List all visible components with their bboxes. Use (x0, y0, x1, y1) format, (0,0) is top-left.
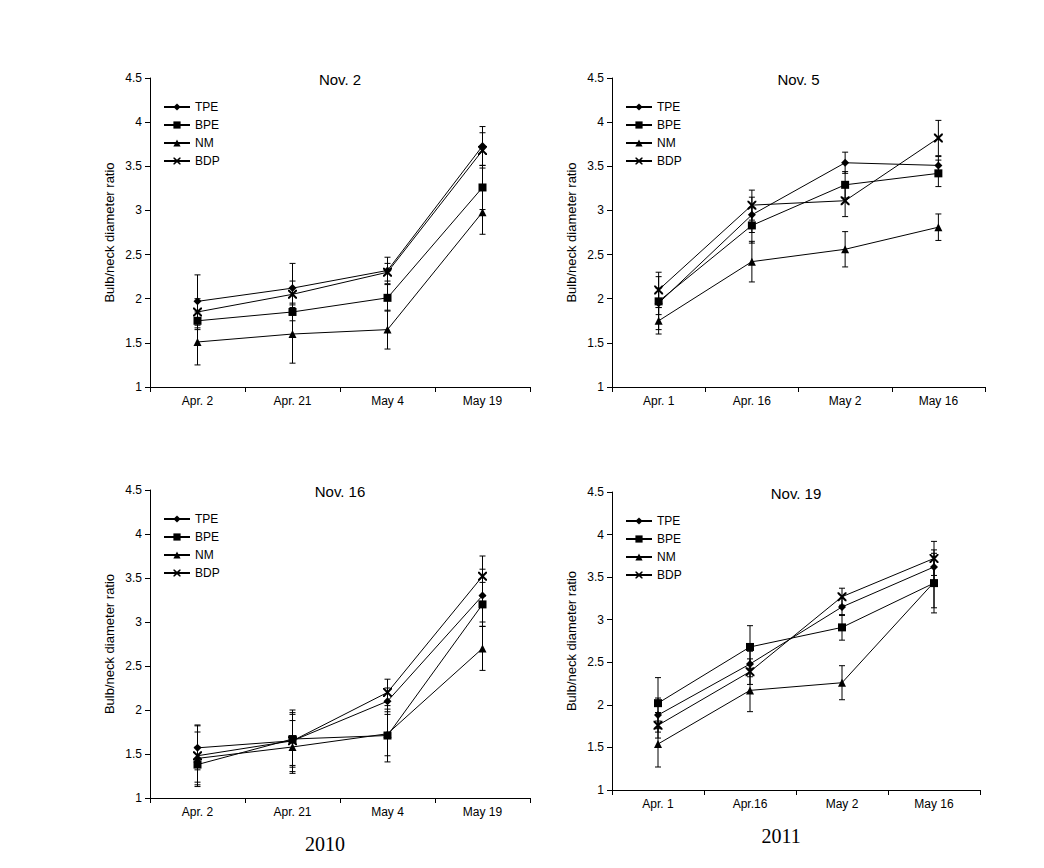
svg-text:May 4: May 4 (371, 394, 404, 408)
svg-text:2: 2 (135, 292, 142, 306)
svg-text:3: 3 (135, 615, 142, 629)
svg-text:Apr.16: Apr.16 (733, 797, 768, 811)
svg-text:4.5: 4.5 (125, 483, 142, 497)
svg-text:1: 1 (597, 380, 604, 394)
svg-text:Bulb/neck diameter ratio: Bulb/neck diameter ratio (102, 162, 117, 302)
svg-text:1: 1 (135, 791, 142, 805)
svg-text:3.5: 3.5 (125, 159, 142, 173)
svg-text:Nov. 2: Nov. 2 (319, 71, 361, 88)
svg-text:2.5: 2.5 (587, 248, 604, 262)
svg-text:NM: NM (195, 136, 214, 150)
svg-text:NM: NM (657, 550, 676, 564)
svg-text:4.5: 4.5 (125, 71, 142, 85)
svg-text:TPE: TPE (195, 512, 218, 526)
svg-text:2: 2 (597, 292, 604, 306)
svg-text:2010: 2010 (305, 833, 345, 855)
svg-text:Apr. 2: Apr. 2 (182, 394, 214, 408)
svg-text:1.5: 1.5 (125, 336, 142, 350)
svg-text:BPE: BPE (657, 118, 681, 132)
svg-text:Apr. 16: Apr. 16 (733, 394, 771, 408)
svg-text:4: 4 (135, 527, 142, 541)
svg-text:May 19: May 19 (463, 805, 503, 819)
svg-text:Apr. 2: Apr. 2 (182, 805, 214, 819)
svg-text:BPE: BPE (657, 532, 681, 546)
svg-text:1.5: 1.5 (125, 747, 142, 761)
svg-text:Bulb/neck diameter ratio: Bulb/neck diameter ratio (102, 574, 117, 714)
svg-text:Apr. 1: Apr. 1 (643, 394, 675, 408)
svg-text:BPE: BPE (195, 530, 219, 544)
svg-text:4: 4 (135, 115, 142, 129)
svg-text:May 2: May 2 (826, 797, 859, 811)
svg-text:3: 3 (597, 203, 604, 217)
svg-text:4: 4 (597, 528, 604, 542)
svg-text:NM: NM (657, 136, 676, 150)
svg-text:BDP: BDP (195, 154, 220, 168)
svg-text:3: 3 (135, 203, 142, 217)
svg-text:1.5: 1.5 (587, 740, 604, 754)
svg-text:TPE: TPE (657, 100, 680, 114)
svg-text:Apr. 1: Apr. 1 (642, 797, 674, 811)
svg-text:NM: NM (195, 548, 214, 562)
svg-text:TPE: TPE (195, 100, 218, 114)
svg-text:BPE: BPE (195, 118, 219, 132)
svg-text:2: 2 (135, 703, 142, 717)
svg-text:Nov. 16: Nov. 16 (315, 483, 366, 500)
svg-text:May 2: May 2 (829, 394, 862, 408)
svg-text:Nov. 5: Nov. 5 (777, 71, 819, 88)
svg-text:May 4: May 4 (371, 805, 404, 819)
svg-text:2.5: 2.5 (125, 248, 142, 262)
svg-text:BDP: BDP (657, 568, 682, 582)
svg-text:Bulb/neck diameter ratio: Bulb/neck diameter ratio (564, 571, 579, 711)
svg-text:1: 1 (135, 380, 142, 394)
svg-text:1: 1 (597, 783, 604, 797)
svg-text:3.5: 3.5 (587, 159, 604, 173)
svg-text:Nov. 19: Nov. 19 (771, 485, 822, 502)
svg-text:2.5: 2.5 (587, 655, 604, 669)
svg-text:2.5: 2.5 (125, 659, 142, 673)
svg-text:May 19: May 19 (463, 394, 503, 408)
svg-text:4.5: 4.5 (587, 71, 604, 85)
svg-text:BDP: BDP (195, 566, 220, 580)
svg-text:Apr. 21: Apr. 21 (273, 394, 311, 408)
svg-text:1.5: 1.5 (587, 336, 604, 350)
svg-text:2011: 2011 (761, 825, 800, 847)
svg-text:Bulb/neck diameter ratio: Bulb/neck diameter ratio (564, 162, 579, 302)
svg-text:BDP: BDP (657, 154, 682, 168)
svg-text:4: 4 (597, 115, 604, 129)
svg-text:May 16: May 16 (919, 394, 959, 408)
svg-text:3.5: 3.5 (587, 570, 604, 584)
svg-text:3.5: 3.5 (125, 571, 142, 585)
svg-text:3: 3 (597, 613, 604, 627)
svg-text:May 16: May 16 (914, 797, 954, 811)
svg-text:TPE: TPE (657, 514, 680, 528)
svg-text:Apr. 21: Apr. 21 (273, 805, 311, 819)
svg-text:2: 2 (597, 698, 604, 712)
svg-text:4.5: 4.5 (587, 485, 604, 499)
